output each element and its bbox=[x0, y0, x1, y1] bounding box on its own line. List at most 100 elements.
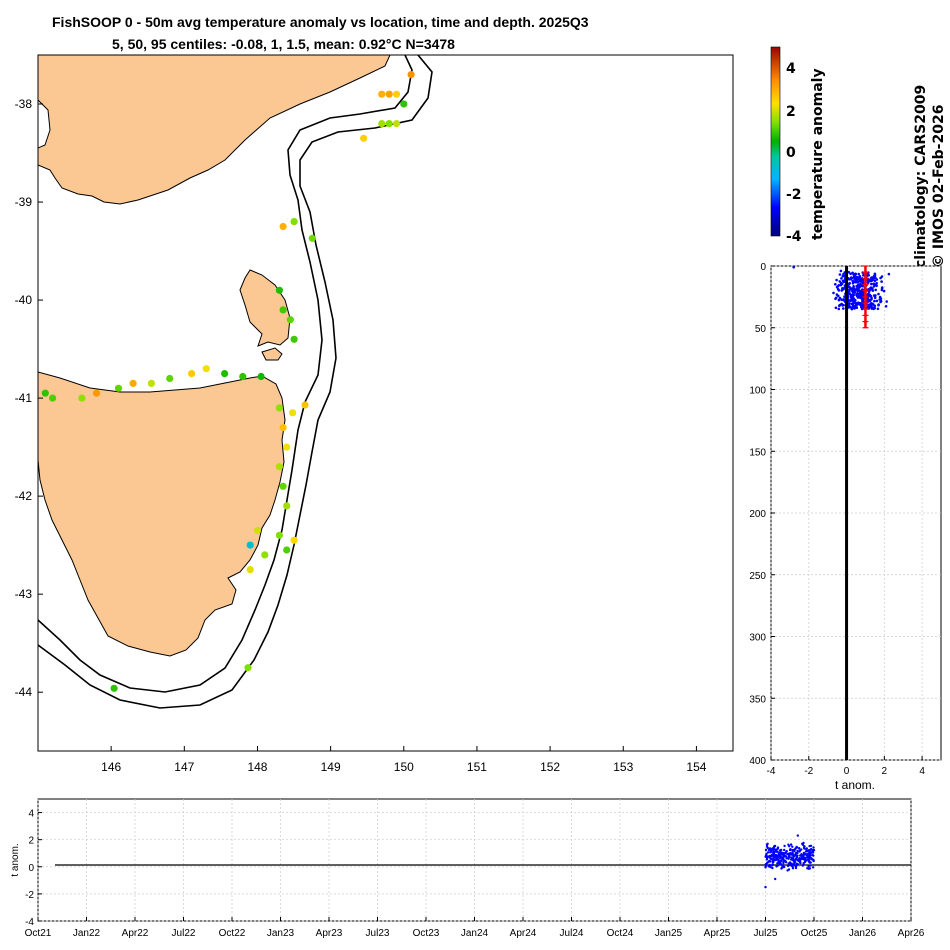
imos-credit: © IMOS 02-Feb-2026 bbox=[931, 105, 947, 268]
map-point bbox=[246, 541, 254, 549]
depth-point bbox=[859, 303, 863, 307]
depth-point bbox=[867, 305, 870, 309]
ts-point bbox=[764, 848, 768, 852]
ts-point bbox=[765, 855, 768, 858]
depth-point bbox=[855, 293, 858, 297]
map-x-tick-label: 154 bbox=[686, 760, 706, 774]
depth-point bbox=[838, 296, 842, 300]
ts-point bbox=[768, 864, 772, 867]
map-point bbox=[301, 401, 309, 409]
ts-point bbox=[772, 851, 776, 854]
ts-x-tick-label: Jan25 bbox=[655, 928, 683, 939]
ts-point bbox=[782, 860, 785, 863]
ts-point bbox=[789, 848, 792, 851]
depth-x-tick-label: 0 bbox=[844, 766, 850, 777]
ts-point bbox=[794, 858, 797, 861]
depth-y-tick-label: 300 bbox=[749, 633, 766, 644]
depth-point bbox=[854, 299, 857, 302]
map-point bbox=[147, 379, 155, 387]
depth-point bbox=[842, 280, 846, 284]
map-x-tick-label: 151 bbox=[467, 760, 487, 774]
map-point bbox=[78, 394, 86, 402]
ts-point bbox=[783, 865, 786, 869]
map-point bbox=[221, 370, 229, 378]
depth-point bbox=[834, 283, 837, 286]
map-x-tick-label: 147 bbox=[174, 760, 194, 774]
depth-point bbox=[879, 299, 883, 303]
map-x-axis: 146 147 148 149 150 151 152 153 154 bbox=[101, 746, 707, 774]
map-point bbox=[275, 404, 283, 412]
subtitle-text: 5, 50, 95 centiles: -0.08, 1, 1.5, mean:… bbox=[112, 36, 455, 52]
depth-point bbox=[873, 296, 877, 300]
depth-x-tick-label: -2 bbox=[804, 766, 813, 777]
depth-point bbox=[849, 276, 853, 279]
ts-x-tick-label: Jan24 bbox=[461, 928, 489, 939]
ts-point bbox=[767, 851, 770, 854]
ts-point bbox=[802, 851, 806, 855]
ts-point bbox=[802, 846, 806, 849]
ts-y-tick-label: 4 bbox=[28, 809, 34, 820]
map-point bbox=[166, 374, 174, 383]
map-point bbox=[253, 526, 262, 535]
depth-y-tick-label: 400 bbox=[749, 756, 766, 767]
isobath-inner bbox=[38, 55, 413, 693]
ts-point bbox=[794, 851, 798, 855]
ts-point bbox=[787, 855, 791, 858]
depth-point bbox=[867, 274, 870, 277]
ts-point bbox=[807, 852, 810, 855]
ts-point bbox=[792, 860, 796, 863]
map-point bbox=[49, 394, 57, 402]
depth-point bbox=[851, 300, 855, 303]
ts-point bbox=[792, 857, 795, 860]
depth-point bbox=[870, 298, 873, 301]
depth-point bbox=[853, 304, 857, 308]
ts-point bbox=[809, 854, 812, 857]
depth-point bbox=[873, 279, 877, 283]
depth-point bbox=[835, 278, 838, 282]
depth-gridlines bbox=[770, 265, 941, 761]
ts-point bbox=[794, 853, 797, 857]
depth-point bbox=[851, 271, 854, 275]
depth-point bbox=[842, 287, 845, 291]
ts-point bbox=[771, 866, 774, 870]
depth-point bbox=[856, 284, 860, 288]
ts-point bbox=[807, 865, 810, 868]
map-point bbox=[114, 384, 123, 392]
ts-x-tick-label: Jan22 bbox=[73, 928, 101, 939]
depth-point bbox=[877, 292, 880, 296]
map-point bbox=[407, 71, 415, 79]
map-point bbox=[392, 120, 401, 128]
depth-point bbox=[870, 307, 874, 310]
land-mainland bbox=[38, 55, 391, 205]
ts-point bbox=[790, 863, 794, 867]
depth-y-axis: 0 50 100 150 200 250 300 350 400 bbox=[749, 262, 775, 767]
depth-point bbox=[838, 280, 841, 283]
ts-outlier bbox=[764, 885, 767, 889]
ts-point bbox=[798, 847, 801, 850]
ts-point bbox=[805, 848, 808, 851]
ts-point bbox=[801, 843, 805, 846]
ts-point bbox=[768, 860, 772, 863]
colorbar-tick-2: 2 bbox=[786, 104, 796, 120]
map-point bbox=[400, 100, 408, 108]
depth-point bbox=[832, 291, 835, 295]
ts-point bbox=[809, 844, 813, 847]
depth-point bbox=[857, 301, 860, 305]
depth-point bbox=[857, 272, 860, 276]
ts-point bbox=[810, 857, 813, 861]
depth-point bbox=[837, 284, 841, 287]
ts-point bbox=[782, 855, 785, 859]
ts-point bbox=[793, 848, 797, 851]
ts-point bbox=[773, 844, 776, 848]
depth-xlabel: t anom. bbox=[835, 778, 875, 792]
ts-point bbox=[786, 864, 790, 868]
depth-point bbox=[857, 295, 860, 298]
depth-point bbox=[887, 272, 891, 276]
colorbar-label: temperature anomaly bbox=[810, 68, 826, 240]
ts-point bbox=[782, 852, 786, 855]
depth-point bbox=[842, 303, 845, 307]
ts-point bbox=[775, 857, 778, 860]
ts-x-tick-label: Apr25 bbox=[704, 928, 731, 939]
ts-point bbox=[800, 853, 803, 856]
ts-point bbox=[795, 856, 799, 859]
